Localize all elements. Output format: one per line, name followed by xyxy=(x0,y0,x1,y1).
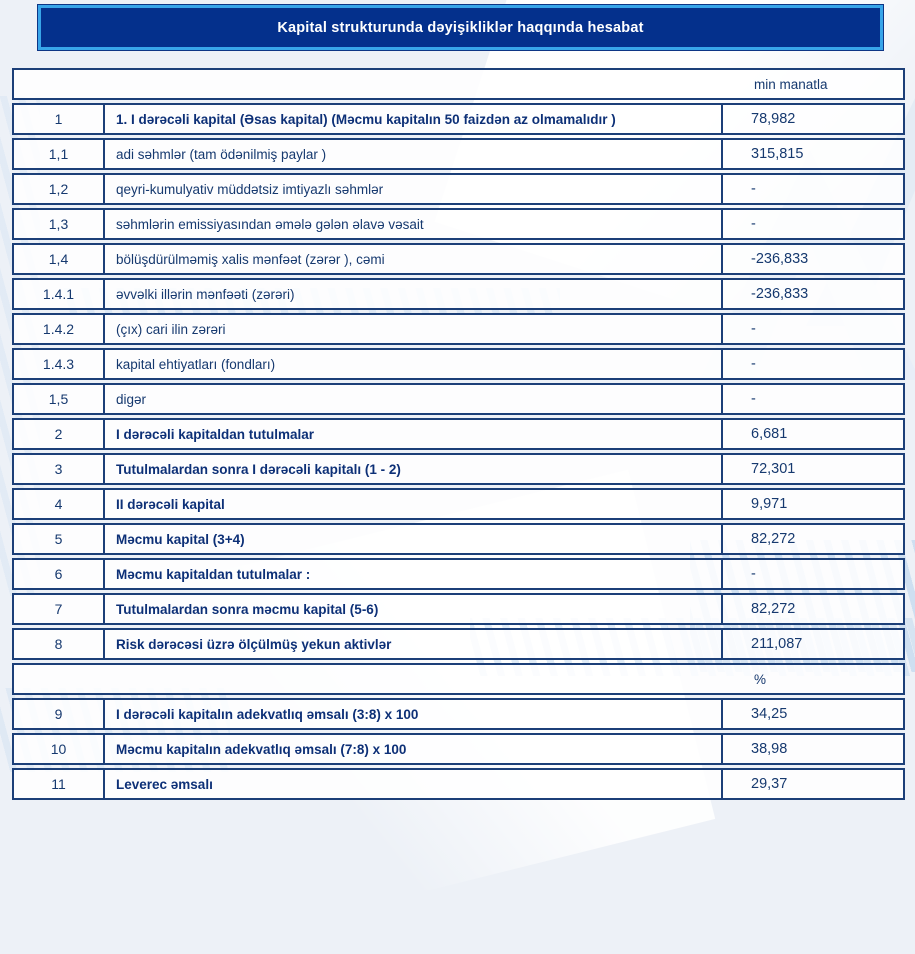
row-value: -236,833 xyxy=(723,243,906,275)
table-row: 1,3 səhmlərin emissiyasından əmələ gələn… xyxy=(12,208,906,240)
row-value: - xyxy=(723,383,906,415)
row-label: qeyri-kumulyativ müddətsiz imtiyazlı səh… xyxy=(105,173,723,205)
report-title: Kapital strukturunda dəyişikliklər haqqı… xyxy=(277,19,644,36)
row-number: 4 xyxy=(12,488,105,520)
row-value: -236,833 xyxy=(723,278,906,310)
row-label: Risk dərəcəsi üzrə ölçülmüş yekun aktivl… xyxy=(105,628,723,660)
row-number: 1.4.1 xyxy=(12,278,105,310)
table-row: 2 I dərəcəli kapitaldan tutulmalar 6,681 xyxy=(12,418,906,450)
table-row: 3 Tutulmalardan sonra I dərəcəli kapital… xyxy=(12,453,906,485)
row-label: 1. I dərəcəli kapital (Əsas kapital) (Mə… xyxy=(105,103,723,135)
table-row: 1,5 digər - xyxy=(12,383,906,415)
table-row: 1.4.3 kapital ehtiyatları (fondları) - xyxy=(12,348,906,380)
table-row: 1,1 adi səhmlər (tam ödənilmiş paylar ) … xyxy=(12,138,906,170)
row-number: 1,2 xyxy=(12,173,105,205)
table-row: 10 Məcmu kapitalın adekvatlıq əmsalı (7:… xyxy=(12,733,906,765)
row-number: 8 xyxy=(12,628,105,660)
row-value: 211,087 xyxy=(723,628,906,660)
row-number: 1,1 xyxy=(12,138,105,170)
table-row: 7 Tutulmalardan sonra məcmu kapital (5-6… xyxy=(12,593,906,625)
unit-header-row: min manatla xyxy=(12,68,906,100)
table-row: 1.4.2 (çıx) cari ilin zərəri - xyxy=(12,313,906,345)
row-number: 1,3 xyxy=(12,208,105,240)
row-label: adi səhmlər (tam ödənilmiş paylar ) xyxy=(105,138,723,170)
table-row: 4 II dərəcəli kapital 9,971 xyxy=(12,488,906,520)
row-number: 1.4.2 xyxy=(12,313,105,345)
unit-label: min manatla xyxy=(12,68,906,100)
row-value: 78,982 xyxy=(723,103,906,135)
row-number: 2 xyxy=(12,418,105,450)
row-value: 9,971 xyxy=(723,488,906,520)
row-label: səhmlərin emissiyasından əmələ gələn əla… xyxy=(105,208,723,240)
row-label: Məcmu kapitalın adekvatlıq əmsalı (7:8) … xyxy=(105,733,723,765)
row-number: 1.4.3 xyxy=(12,348,105,380)
table-row: 8 Risk dərəcəsi üzrə ölçülmüş yekun akti… xyxy=(12,628,906,660)
row-value: 82,272 xyxy=(723,593,906,625)
table-row: 6 Məcmu kapitaldan tutulmalar : - xyxy=(12,558,906,590)
table-row: 5 Məcmu kapital (3+4) 82,272 xyxy=(12,523,906,555)
row-number: 5 xyxy=(12,523,105,555)
row-value: - xyxy=(723,208,906,240)
row-value: - xyxy=(723,173,906,205)
row-label: Məcmu kapitaldan tutulmalar : xyxy=(105,558,723,590)
row-label: II dərəcəli kapital xyxy=(105,488,723,520)
row-number: 7 xyxy=(12,593,105,625)
row-value: - xyxy=(723,313,906,345)
report-title-bar: Kapital strukturunda dəyişikliklər haqqı… xyxy=(38,5,883,50)
row-number: 10 xyxy=(12,733,105,765)
table-row: 11 Leverec əmsalı 29,37 xyxy=(12,768,906,800)
capital-structure-table: min manatla 1 1. I dərəcəli kapital (Əsa… xyxy=(12,65,906,803)
row-label: digər xyxy=(105,383,723,415)
row-label: I dərəcəli kapitaldan tutulmalar xyxy=(105,418,723,450)
row-label: I dərəcəli kapitalın adekvatlıq əmsalı (… xyxy=(105,698,723,730)
row-value: 6,681 xyxy=(723,418,906,450)
row-number: 1,4 xyxy=(12,243,105,275)
row-value: 315,815 xyxy=(723,138,906,170)
row-label: (çıx) cari ilin zərəri xyxy=(105,313,723,345)
table-row: 9 I dərəcəli kapitalın adekvatlıq əmsalı… xyxy=(12,698,906,730)
row-label: bölüşdürülməmiş xalis mənfəət (zərər ), … xyxy=(105,243,723,275)
row-number: 9 xyxy=(12,698,105,730)
row-value: 72,301 xyxy=(723,453,906,485)
row-label: Məcmu kapital (3+4) xyxy=(105,523,723,555)
percent-label: % xyxy=(12,663,906,695)
table-row: 1.4.1 əvvəlki illərin mənfəəti (zərəri) … xyxy=(12,278,906,310)
table-row: 1,2 qeyri-kumulyativ müddətsiz imtiyazlı… xyxy=(12,173,906,205)
row-number: 1 xyxy=(12,103,105,135)
row-label: əvvəlki illərin mənfəəti (zərəri) xyxy=(105,278,723,310)
row-label: Tutulmalardan sonra I dərəcəli kapitalı … xyxy=(105,453,723,485)
row-value: 38,98 xyxy=(723,733,906,765)
table-row: 1 1. I dərəcəli kapital (Əsas kapital) (… xyxy=(12,103,906,135)
table-row: 1,4 bölüşdürülməmiş xalis mənfəət (zərər… xyxy=(12,243,906,275)
percent-header-row: % xyxy=(12,663,906,695)
row-label: Leverec əmsalı xyxy=(105,768,723,800)
row-number: 11 xyxy=(12,768,105,800)
row-value: - xyxy=(723,348,906,380)
row-number: 1,5 xyxy=(12,383,105,415)
row-value: 82,272 xyxy=(723,523,906,555)
row-value: 29,37 xyxy=(723,768,906,800)
row-number: 3 xyxy=(12,453,105,485)
row-number: 6 xyxy=(12,558,105,590)
row-label: Tutulmalardan sonra məcmu kapital (5-6) xyxy=(105,593,723,625)
row-value: - xyxy=(723,558,906,590)
row-label: kapital ehtiyatları (fondları) xyxy=(105,348,723,380)
row-value: 34,25 xyxy=(723,698,906,730)
